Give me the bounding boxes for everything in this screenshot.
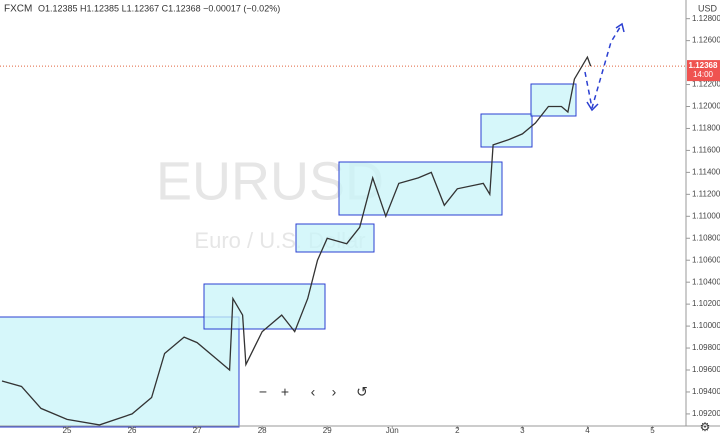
- y-tick-label: 1.11800: [692, 124, 720, 133]
- last-price-badge: [687, 60, 720, 82]
- price-line: [1, 55, 592, 426]
- reset[interactable]: ↺: [356, 384, 368, 400]
- x-tick-label: 27: [193, 426, 202, 435]
- y-tick-label: 1.09400: [692, 387, 720, 396]
- range-box: [530, 83, 577, 117]
- currency: USD: [698, 3, 718, 13]
- y-tick-label: 1.10000: [692, 321, 720, 330]
- y-tick-label: 1.12600: [692, 36, 720, 45]
- last-price-label: 1.12368: [689, 61, 718, 70]
- x-tick-label: 26: [128, 426, 137, 435]
- y-tick-label: 1.09600: [692, 365, 720, 374]
- y-tick-label: 1.11200: [692, 189, 720, 198]
- y-tick-label: 1.11000: [692, 211, 720, 220]
- countdown: 14:00: [693, 70, 714, 79]
- y-tick-label: 1.10200: [692, 299, 720, 308]
- toolbar: − + ‹ › ↺: [259, 384, 368, 400]
- y-tick-label: 1.10800: [692, 233, 720, 242]
- x-tick-label: 5: [650, 426, 655, 435]
- x-tick-label: 25: [63, 426, 72, 435]
- y-tick-label: 1.09800: [692, 343, 720, 352]
- x-tick-label: 3: [520, 426, 525, 435]
- range-box: [480, 113, 533, 148]
- x-tick-label: 4: [585, 426, 590, 435]
- range-box: [203, 283, 326, 330]
- arrow-head: [586, 22, 625, 112]
- x-tick-label: Jun: [386, 426, 399, 435]
- x-tick-label: 2: [455, 426, 460, 435]
- drawings: [0, 22, 625, 428]
- y-tick-label: 1.12000: [692, 102, 720, 111]
- range-box: [295, 223, 375, 253]
- scroll-right[interactable]: ›: [332, 384, 337, 400]
- scroll-left[interactable]: ‹: [311, 384, 316, 400]
- y-tick-label: 1.09200: [692, 409, 720, 418]
- zoom-out[interactable]: −: [259, 384, 267, 400]
- y-tick-label: 1.10400: [692, 277, 720, 286]
- ohlc: O1.12385 H1.12385 L1.12367 C1.12368 −0.0…: [38, 3, 280, 13]
- range-box: [0, 316, 240, 428]
- y-tick-label: 1.10600: [692, 255, 720, 264]
- projection-arrow: [584, 23, 623, 109]
- y-tick-label: 1.12800: [692, 14, 720, 23]
- y-tick-label: 1.11600: [692, 146, 720, 155]
- zoom-in[interactable]: +: [281, 384, 289, 400]
- source: FXCM: [4, 4, 32, 15]
- x-tick-label: 28: [258, 426, 267, 435]
- y-tick-label: 1.11400: [692, 167, 720, 176]
- y-tick-label: 1.12200: [692, 80, 720, 89]
- x-tick-label: 29: [323, 426, 332, 435]
- range-box: [338, 161, 503, 216]
- settings[interactable]: ⚙: [700, 420, 711, 434]
